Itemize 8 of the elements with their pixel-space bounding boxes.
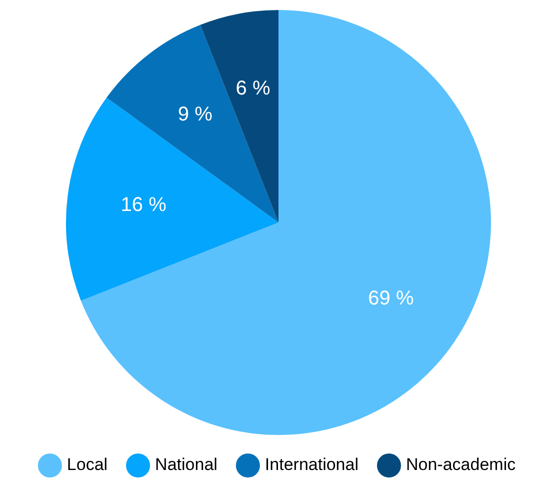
legend-label: National: [155, 455, 218, 474]
legend-label: Local: [66, 455, 108, 474]
data-label: 9 %: [178, 104, 213, 126]
data-label: 16 %: [120, 194, 167, 216]
data-label: 69 %: [368, 287, 414, 310]
data-label: 6 %: [236, 77, 270, 100]
legend-label: Non-academic: [406, 455, 516, 474]
legend-label: International: [264, 455, 358, 474]
